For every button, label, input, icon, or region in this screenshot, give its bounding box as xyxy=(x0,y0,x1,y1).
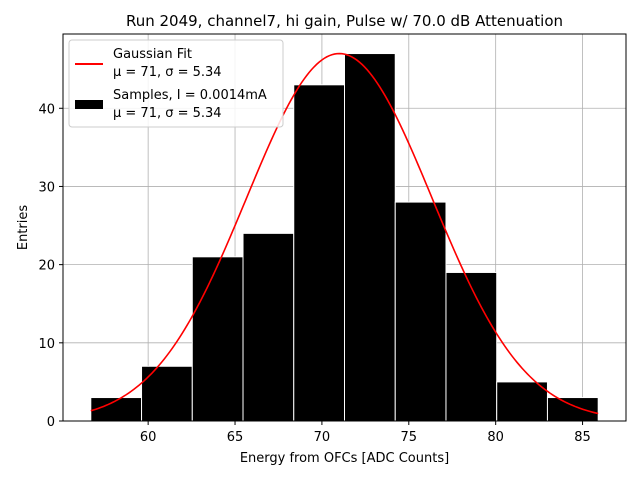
y-axis-ticks: 0 10 20 30 40 xyxy=(38,102,63,430)
legend-box xyxy=(68,39,284,128)
histogram-bar xyxy=(445,271,498,422)
chart-title: Run 2049, channel7, hi gain, Pulse w/ 70… xyxy=(126,12,563,30)
gaussian-fit xyxy=(90,52,599,415)
fit-curve xyxy=(90,52,599,415)
x-tick-label: 75 xyxy=(401,430,418,445)
y-axis-label: Entries xyxy=(16,205,31,251)
plot-frame xyxy=(62,33,627,422)
histogram-bar xyxy=(394,201,447,422)
x-axis-ticks: 60 65 70 75 80 85 xyxy=(140,421,591,445)
histogram-bar xyxy=(496,381,548,422)
legend-fit-label: Gaussian Fit xyxy=(113,47,192,62)
histogram-bar xyxy=(141,365,193,422)
x-tick-label: 60 xyxy=(140,430,157,445)
x-tick-label: 65 xyxy=(227,430,244,445)
x-axis-label: Energy from OFCs [ADC Counts] xyxy=(240,451,449,466)
histogram-bar xyxy=(191,256,244,422)
legend-samples-swatch xyxy=(75,100,103,109)
y-tick-label: 10 xyxy=(38,337,55,352)
y-tick-label: 30 xyxy=(38,180,55,195)
histogram-bars xyxy=(90,53,599,422)
y-tick-label: 0 xyxy=(47,415,55,430)
histogram-bar xyxy=(293,84,346,422)
legend: Gaussian Fit μ = 71, σ = 5.34 Samples, I… xyxy=(68,39,284,128)
legend-samples-label: Samples, I = 0.0014mA xyxy=(113,88,267,103)
x-tick-label: 80 xyxy=(487,430,504,445)
histogram-bar xyxy=(344,53,396,422)
legend-samples-stats: μ = 71, σ = 5.34 xyxy=(113,106,222,121)
x-tick-label: 70 xyxy=(314,430,331,445)
x-tick-label: 85 xyxy=(574,430,591,445)
y-tick-label: 20 xyxy=(38,259,55,274)
legend-fit-stats: μ = 71, σ = 5.34 xyxy=(113,65,222,80)
histogram-bar xyxy=(546,397,599,422)
histogram-bar xyxy=(242,232,295,422)
y-tick-label: 40 xyxy=(38,102,55,117)
